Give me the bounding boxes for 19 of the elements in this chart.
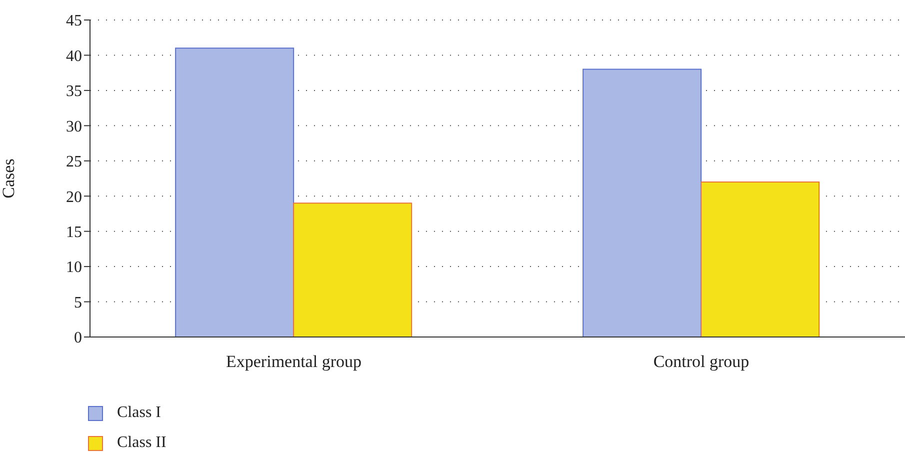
y-tick-label: 20 [66, 188, 82, 206]
y-axis-title: Cases [0, 158, 18, 198]
bar [175, 48, 294, 337]
x-tick-label: Control group [653, 352, 750, 372]
y-tick-label: 10 [66, 259, 82, 276]
y-tick-label: 40 [66, 48, 82, 65]
y-tick-label: 35 [66, 83, 82, 100]
bar [700, 182, 820, 337]
y-tick-label: 45 [66, 12, 82, 30]
bar [582, 68, 702, 337]
legend-label: Class I [117, 404, 161, 422]
y-tick-label: 5 [74, 294, 82, 312]
legend-label: Class II [117, 434, 166, 452]
y-tick-label: 0 [74, 330, 82, 347]
x-tick-label: Experimental group [226, 352, 362, 372]
y-tick-label: 15 [66, 224, 82, 242]
y-tick-label: 30 [66, 118, 82, 136]
bar [293, 202, 412, 337]
y-tick-label: 25 [66, 154, 82, 171]
